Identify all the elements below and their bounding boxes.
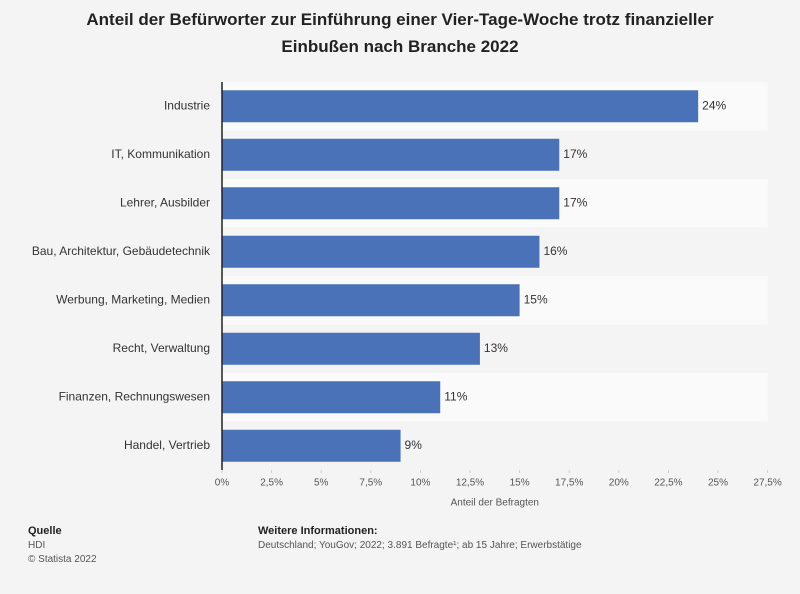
x-tick-label: 27,5% (753, 478, 781, 489)
y-tick-label: Lehrer, Ausbilder (120, 195, 210, 209)
source-block: Quelle HDI © Statista 2022 (28, 524, 97, 567)
y-tick-label: Finanzen, Rechnungswesen (59, 389, 210, 403)
x-tick-label: 15% (510, 478, 530, 489)
x-tick-label: 5% (314, 478, 329, 489)
value-label: 15% (524, 292, 548, 306)
x-tick-label: 10% (410, 478, 430, 489)
value-label: 9% (405, 438, 423, 452)
info-block: Weitere Informationen: Deutschland; YouG… (258, 524, 582, 553)
x-tick-label: 2,5% (260, 478, 283, 489)
chart-title: Anteil der Befürworter zur Einführung ei… (86, 10, 714, 56)
bar (222, 284, 520, 317)
x-tick-label: 25% (708, 478, 728, 489)
x-tick-label: 0% (215, 478, 230, 489)
source-heading: Quelle (28, 525, 62, 537)
x-tick-label: 7,5% (359, 478, 382, 489)
bar (222, 138, 560, 171)
value-label: 17% (563, 147, 587, 161)
copyright: © Statista 2022 (28, 554, 97, 565)
bar (222, 235, 540, 268)
y-tick-label: Industrie (164, 98, 210, 112)
bar (222, 332, 480, 365)
y-tick-label: IT, Kommunikation (111, 147, 210, 161)
bar (222, 429, 401, 462)
value-label: 24% (702, 98, 726, 112)
value-label: 17% (563, 195, 587, 209)
bar (222, 381, 441, 414)
x-tick-label: 12,5% (456, 478, 484, 489)
value-label: 13% (484, 341, 508, 355)
bar (222, 187, 560, 220)
x-axis-label: Anteil der Befragten (451, 498, 539, 509)
info-heading: Weitere Informationen: (258, 525, 378, 537)
x-tick-label: 20% (609, 478, 629, 489)
y-tick-label: Werbung, Marketing, Medien (56, 292, 210, 306)
x-tick-label: 22,5% (654, 478, 682, 489)
value-label: 16% (543, 244, 567, 258)
y-tick-label: Bau, Architektur, Gebäudetechnik (32, 244, 211, 258)
value-label: 11% (444, 389, 467, 403)
source: HDI (28, 540, 46, 551)
info: Deutschland; YouGov; 2022; 3.891 Befragt… (258, 540, 582, 551)
bar (222, 90, 699, 123)
y-tick-label: Handel, Vertrieb (124, 438, 210, 452)
y-tick-label: Recht, Verwaltung (113, 341, 210, 355)
x-tick-label: 17,5% (555, 478, 583, 489)
